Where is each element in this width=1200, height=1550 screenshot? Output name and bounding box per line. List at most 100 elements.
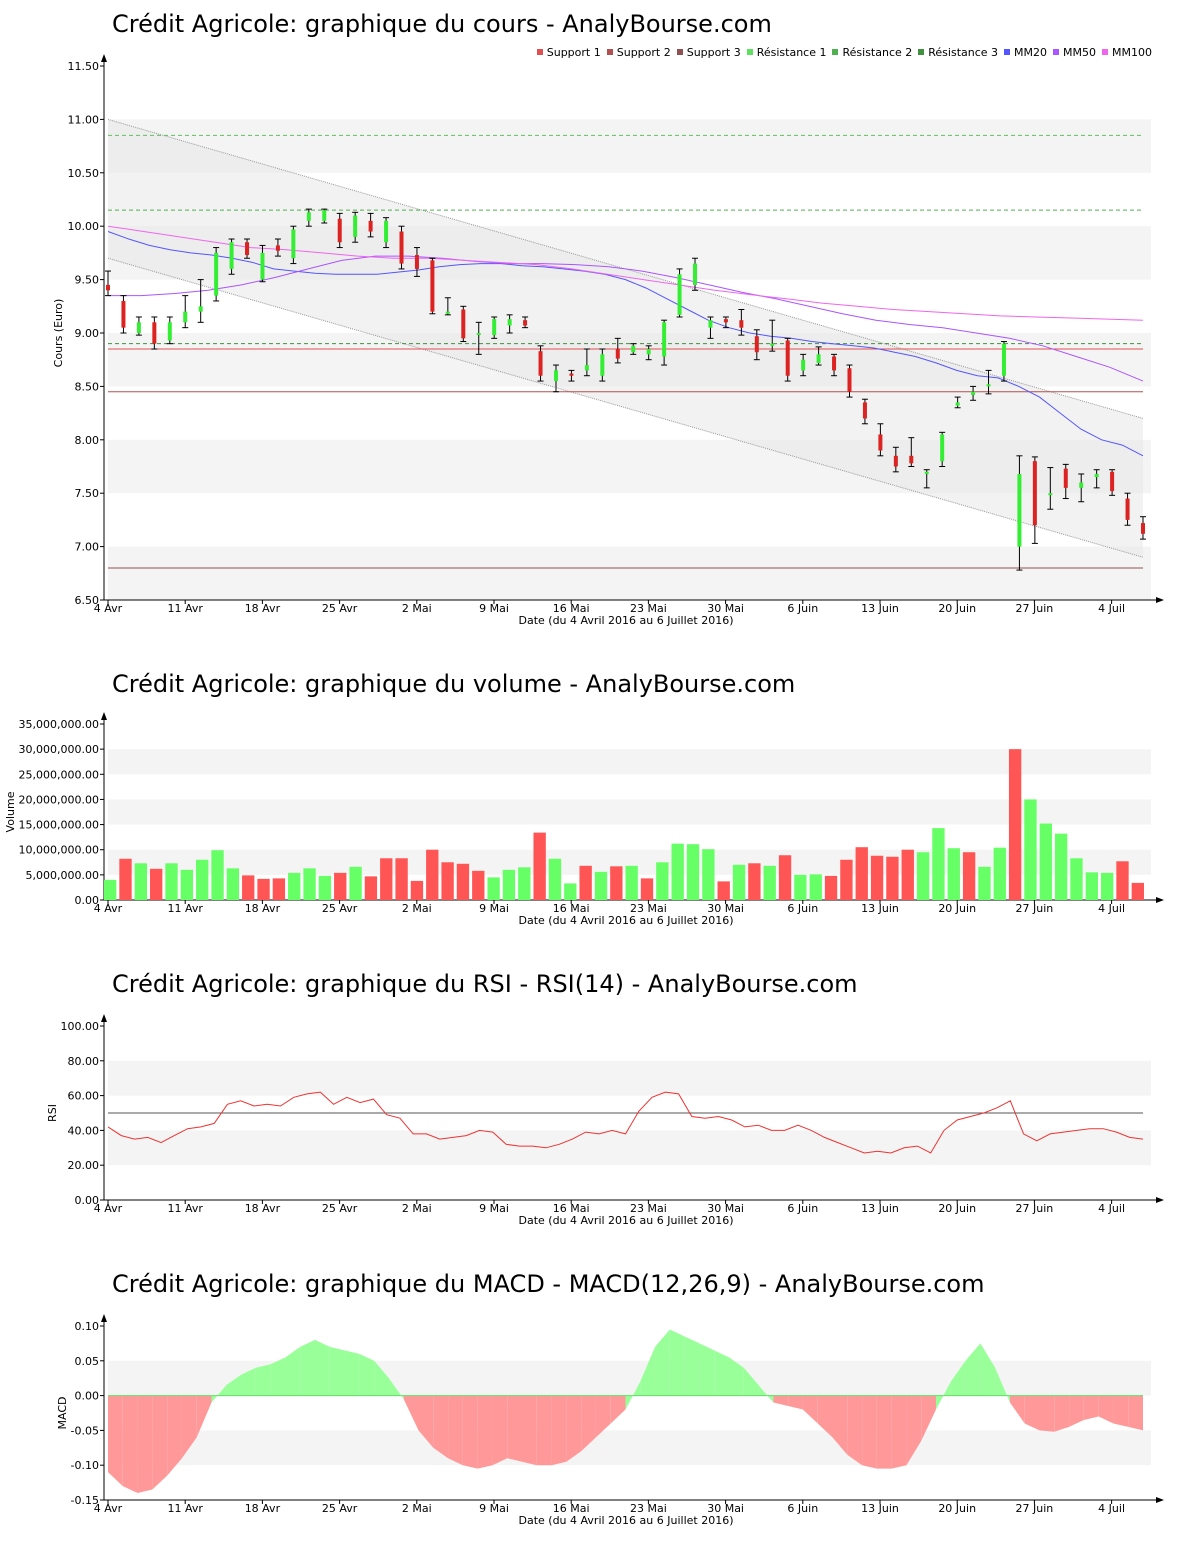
volume-bar xyxy=(932,828,945,900)
grid-band xyxy=(108,119,1151,173)
price-legend: Support 1 Support 2 Support 3 Résistance 1 R… xyxy=(531,46,1152,59)
macd-area-segment xyxy=(1054,1395,1070,1432)
candle-body xyxy=(152,322,157,344)
y-tick-label: 6.50 xyxy=(75,594,100,607)
candle-body xyxy=(183,311,188,323)
y-tick-label: 60.00 xyxy=(68,1090,100,1103)
grid-band xyxy=(108,1430,1151,1466)
legend-label: MM100 xyxy=(1112,46,1152,59)
macd-area-segment xyxy=(595,1395,611,1438)
x-axis-label: Date (du 4 Avril 2016 au 6 Juillet 2016) xyxy=(519,1514,734,1527)
candle-body xyxy=(1094,473,1099,478)
volume-bar xyxy=(610,866,623,900)
macd-area-segment xyxy=(388,1378,404,1400)
legend-swatch xyxy=(536,49,543,55)
macd-area-segment xyxy=(152,1395,168,1490)
grid-band xyxy=(108,799,1151,825)
x-tick-label: 16 Mai xyxy=(553,602,590,615)
x-tick-label: 16 Mai xyxy=(553,1502,590,1515)
volume-bar xyxy=(855,847,868,900)
x-tick-label: 2 Mai xyxy=(402,602,432,615)
macd-area-segment xyxy=(329,1346,345,1396)
candle-body xyxy=(600,354,605,376)
volume-bar xyxy=(502,869,516,900)
volume-bar xyxy=(380,858,393,900)
volume-bar xyxy=(487,877,500,900)
y-tick-label: 0.00 xyxy=(75,894,100,907)
y-tick-label: 11.00 xyxy=(68,113,100,126)
macd-area-segment xyxy=(448,1395,463,1466)
x-tick-label: 4 Juil xyxy=(1098,602,1125,615)
y-tick-label: 5,000,000.00 xyxy=(26,869,99,882)
candle-body xyxy=(940,434,945,462)
macd-area-segment xyxy=(108,1395,123,1487)
macd-area-segment xyxy=(832,1395,848,1455)
x-tick-label: 20 Juin xyxy=(938,602,976,615)
x-axis-label: Date (du 4 Avril 2016 au 6 Juillet 2016) xyxy=(519,914,734,927)
volume-bar xyxy=(518,867,531,900)
channel-lower-line xyxy=(107,257,1144,558)
x-tick-label: 27 Juin xyxy=(1016,902,1054,915)
volume-bar xyxy=(426,849,439,900)
volume-bar xyxy=(717,881,730,900)
macd-area-segment xyxy=(167,1395,182,1476)
macd-area-segment xyxy=(477,1395,493,1469)
candle-body xyxy=(353,215,358,237)
y-tick-label: 10,000,000.00 xyxy=(19,844,99,857)
volume-bar xyxy=(1008,749,1022,900)
macd-area-segment xyxy=(640,1346,656,1396)
candle-body xyxy=(847,368,852,392)
macd-area-segment xyxy=(610,1395,626,1424)
volume-bar xyxy=(257,878,270,900)
y-tick-label: 7.00 xyxy=(75,541,100,554)
x-tick-label: 16 Mai xyxy=(553,1202,590,1215)
macd-area-segment xyxy=(551,1395,567,1466)
y-tick-label: 0.00 xyxy=(75,1390,100,1403)
volume-bar xyxy=(533,832,546,900)
candle-body xyxy=(245,242,250,256)
x-tick-label: 23 Mai xyxy=(630,902,667,915)
candle-body xyxy=(1017,473,1022,547)
x-tick-label: 23 Mai xyxy=(630,602,667,615)
x-tick-label: 23 Mai xyxy=(630,1502,667,1515)
volume-bar xyxy=(272,878,286,900)
rsi-chart-title: Crédit Agricole: graphique du RSI - RSI(… xyxy=(112,970,858,998)
y-tick-label: 35,000,000.00 xyxy=(19,718,99,731)
candle-body xyxy=(662,322,667,357)
candle-body xyxy=(569,373,574,376)
macd-area-segment xyxy=(418,1395,434,1448)
candle-body xyxy=(1032,461,1037,526)
legend-swatch xyxy=(1102,49,1109,55)
macd-area-segment xyxy=(980,1343,996,1396)
candle-body xyxy=(816,354,821,363)
volume-bar xyxy=(778,855,792,900)
candle-body xyxy=(1125,498,1130,520)
candle-body xyxy=(801,359,806,371)
legend-label: Résistance 2 xyxy=(842,46,913,59)
volume-bar xyxy=(824,875,838,900)
macd-area-segment xyxy=(773,1395,789,1407)
x-tick-label: 11 Avr xyxy=(167,602,203,615)
macd-area-segment xyxy=(669,1329,685,1396)
legend-label: Résistance 3 xyxy=(928,46,999,59)
candle-body xyxy=(677,274,682,315)
candle-body xyxy=(832,356,837,371)
x-axis-arrow xyxy=(1156,597,1164,603)
legend-label: Support 1 xyxy=(546,46,601,59)
volume-bar xyxy=(1054,833,1068,900)
volume-bar xyxy=(165,863,178,900)
x-tick-label: 4 Avr xyxy=(94,1502,123,1515)
x-tick-label: 4 Avr xyxy=(94,902,123,915)
candle-body xyxy=(770,343,775,346)
y-tick-label: 0.00 xyxy=(75,1194,100,1207)
legend-item: Support 3 xyxy=(676,46,741,59)
volume-bar xyxy=(226,868,240,900)
legend-swatch xyxy=(832,49,839,55)
x-tick-label: 11 Avr xyxy=(167,1202,203,1215)
volume-bar xyxy=(395,858,408,900)
candle-body xyxy=(1063,468,1068,488)
legend-item: MM100 xyxy=(1102,46,1152,59)
x-tick-label: 25 Avr xyxy=(322,1502,358,1515)
legend-item: Résistance 1 xyxy=(746,46,826,59)
candle-body xyxy=(167,322,172,341)
